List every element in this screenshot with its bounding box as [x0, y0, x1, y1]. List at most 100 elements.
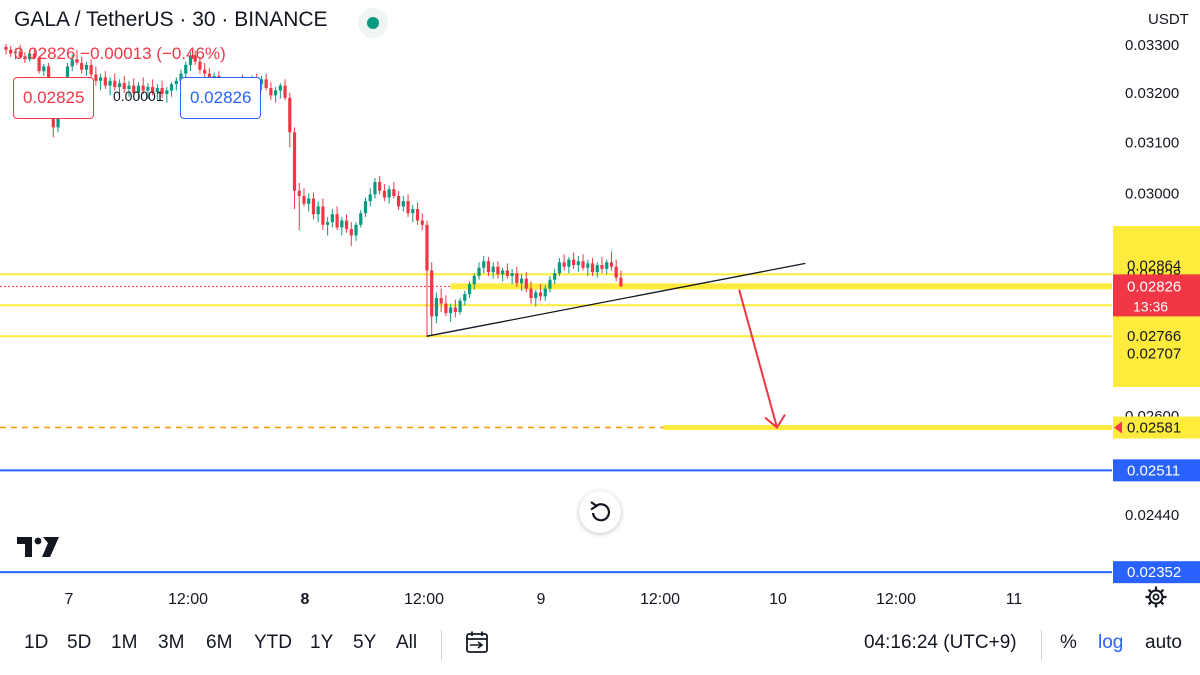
candle-body	[4, 46, 8, 50]
candle-body	[519, 278, 524, 284]
candle-body	[259, 79, 264, 85]
candle-body	[302, 195, 306, 204]
time-tick-label: 12:00	[168, 591, 208, 608]
drawings	[426, 262, 806, 430]
candle-body	[359, 213, 363, 225]
candle-body	[108, 80, 112, 86]
axes: USDT0.033000.032000.031000.030000.026000…	[65, 0, 1200, 608]
timeframe-3m[interactable]: 3M	[158, 632, 185, 653]
timeframe-5d[interactable]: 5D	[67, 632, 92, 653]
timeframe-1m[interactable]: 1M	[111, 632, 138, 653]
candle-body	[581, 261, 585, 268]
candle-body	[330, 214, 334, 223]
candle-body	[534, 292, 538, 298]
candle-body	[349, 229, 353, 236]
time-tick-label: 12:00	[876, 591, 916, 608]
timeframe-1y[interactable]: 1Y	[310, 632, 334, 653]
candle-body	[193, 55, 197, 62]
candle-body	[467, 284, 472, 295]
target-zone-bar	[663, 425, 1112, 431]
candle-body	[449, 307, 453, 314]
candle-body	[396, 195, 401, 207]
candle-body	[486, 261, 491, 273]
candle-body	[420, 220, 424, 225]
candle-body	[619, 277, 623, 287]
toolbar-divider	[1041, 630, 1042, 660]
time-tick-label: 11	[1006, 591, 1023, 608]
candle-body	[288, 97, 292, 133]
candle-body	[605, 262, 609, 269]
log-scale-toggle[interactable]: log	[1098, 632, 1124, 653]
target-marker-icon	[1114, 421, 1122, 434]
percent-scale-toggle[interactable]: %	[1060, 632, 1077, 653]
candle-body	[609, 262, 614, 267]
candlesticks	[4, 44, 623, 338]
candle-body	[567, 259, 571, 267]
symbol-title[interactable]: GALA / TetherUS · 30 · BINANCE	[14, 8, 328, 31]
candle-body	[321, 206, 325, 225]
candle-body	[505, 270, 509, 276]
auto-scale-toggle[interactable]: auto	[1145, 632, 1182, 653]
candle-body	[378, 181, 382, 191]
candle-body	[203, 69, 207, 74]
candle-body	[430, 270, 434, 317]
candle-body	[576, 261, 580, 266]
candle-body	[548, 279, 552, 289]
candle-body	[198, 61, 202, 70]
candle-body	[491, 266, 495, 273]
candle-body	[444, 303, 448, 314]
candle-body	[382, 190, 386, 198]
candle-body	[553, 273, 557, 280]
support-price-label: 0.02352	[1127, 564, 1181, 581]
timeframe-1d[interactable]: 1D	[24, 632, 49, 653]
candle-body	[595, 265, 599, 273]
candle-body	[543, 288, 547, 297]
candle-body	[401, 201, 405, 207]
level-price-label: 0.02864	[1127, 258, 1181, 275]
sell-button[interactable]: 0.02825	[13, 77, 95, 119]
timeframe-6m[interactable]: 6M	[206, 632, 233, 653]
settings-gear-icon[interactable]	[1145, 586, 1167, 608]
candle-body	[278, 85, 282, 91]
candle-body	[188, 55, 193, 65]
candle-body	[311, 198, 316, 215]
toolbar-divider	[441, 630, 442, 660]
candle-body	[335, 214, 339, 228]
timeframe-ytd[interactable]: YTD	[254, 632, 292, 653]
timeframe-all[interactable]: All	[396, 632, 418, 653]
candle-body	[524, 278, 528, 289]
candle-body	[439, 297, 443, 304]
candle-body	[496, 266, 500, 275]
tradingview-logo-icon[interactable]	[17, 537, 59, 557]
candle-body	[326, 222, 330, 225]
reset-chart-button[interactable]	[579, 491, 621, 533]
last-price-box	[1113, 274, 1200, 317]
candle-body	[529, 288, 533, 298]
candle-body	[562, 262, 566, 267]
candle-body	[538, 292, 543, 297]
price-tick-label: 0.02440	[1125, 507, 1179, 524]
market-status-icon[interactable]	[358, 8, 388, 38]
candle-body	[316, 206, 320, 215]
candle-body	[292, 132, 297, 191]
candle-body	[122, 83, 126, 90]
timeframe-5y[interactable]: 5Y	[353, 632, 377, 653]
time-tick-label: 9	[537, 591, 546, 608]
spread-value: 0.00001	[113, 88, 164, 104]
date-range-calendar-icon[interactable]	[464, 631, 490, 655]
target-price-label: 0.02581	[1127, 420, 1181, 437]
time-tick-label: 10	[769, 591, 787, 608]
candle-body	[392, 189, 396, 196]
price-tick-label: 0.03000	[1125, 185, 1179, 202]
clock-timezone[interactable]: 04:16:24 (UTC+9)	[864, 632, 1017, 653]
candle-body	[307, 198, 311, 204]
time-tick-label: 7	[65, 591, 74, 608]
buy-button[interactable]: 0.02826	[180, 77, 262, 119]
candle-body	[434, 297, 439, 317]
candle-body	[510, 273, 514, 276]
candle-body	[472, 275, 476, 285]
candle-body	[482, 261, 486, 268]
candle-body	[75, 59, 79, 63]
candle-body	[155, 88, 159, 92]
